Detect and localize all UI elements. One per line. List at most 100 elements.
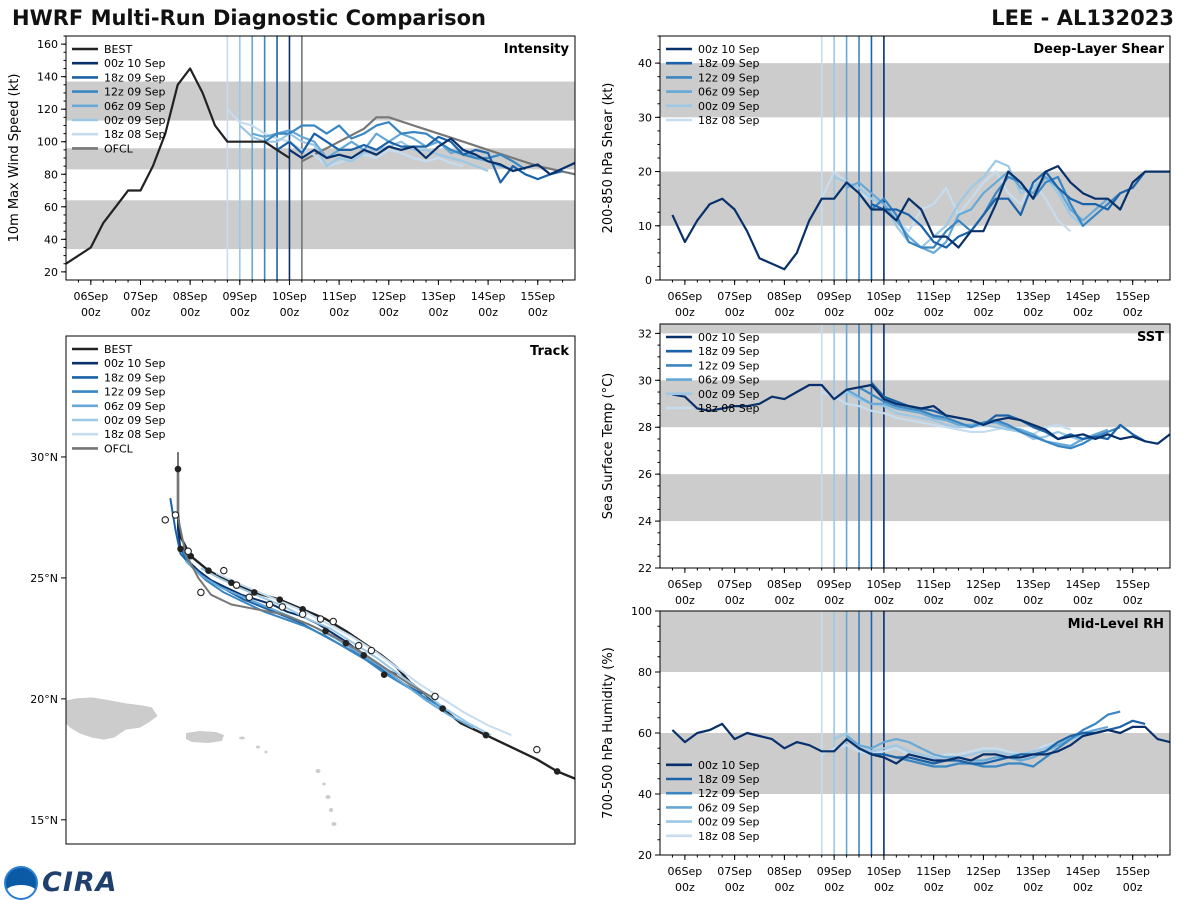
legend-label: 00z 09 Sep — [698, 388, 760, 401]
panel-rh: 20 40 60 80 100 06Sep 00z 07Sep 00z 08Sep 00z 09Sep… — [601, 605, 1171, 894]
forecast-track-point — [354, 641, 363, 650]
lat-tick-label: 20°N — [30, 693, 58, 706]
threshold-band — [660, 63, 1170, 118]
x-tick-day-label: 06Sep — [668, 290, 703, 303]
forecast-track-point — [431, 692, 439, 701]
x-tick-day-label: 06Sep — [73, 290, 108, 303]
series-line-06z-09-sep — [845, 725, 1109, 762]
legend-label: 00z 09 Sep — [104, 114, 166, 127]
forecast-track-point — [161, 516, 170, 524]
x-tick-hour-label: 00z — [528, 306, 548, 319]
x-tick-hour-label: 00z — [924, 306, 944, 319]
x-tick-hour-label: 00z — [1073, 306, 1093, 319]
y-tick-label: 20 — [44, 266, 58, 279]
y-axis-label: 200-850 hPa Shear (kt) — [601, 83, 616, 234]
panel-intensity: 20 40 60 80 100 120 140 160 06Sep 00z 07Sep 00z 08Se… — [7, 35, 576, 319]
island-land — [239, 736, 245, 740]
x-tick-day-label: 07Sep — [717, 290, 752, 303]
threshold-band — [66, 81, 575, 121]
storm-id-title: LEE - AL132023 — [991, 6, 1174, 30]
x-tick-day-label: 08Sep — [767, 290, 802, 303]
series-line-18z-09-sep — [871, 170, 1146, 249]
threshold-band — [660, 611, 1170, 672]
legend-label: 18z 09 Sep — [104, 71, 166, 84]
puerto-rico-land — [186, 731, 224, 743]
forecast-track-point — [533, 745, 541, 754]
forecast-track-point — [232, 581, 241, 589]
x-tick-hour-label: 00z — [1073, 594, 1093, 607]
x-tick-day-label: 09Sep — [817, 865, 852, 878]
series-line-00z-10-sep — [671, 722, 1170, 765]
y-axis-label: Sea Surface Temp (°C) — [601, 373, 616, 520]
lat-tick-label: 15°N — [30, 814, 58, 827]
x-tick-hour-label: 00z — [1023, 306, 1043, 319]
x-tick-day-label: 10Sep — [272, 290, 307, 303]
best-track-point — [251, 589, 258, 596]
legend-label: 00z 09 Sep — [698, 100, 760, 113]
forecast-track-point — [298, 610, 307, 618]
panel-title: Mid-Level RH — [1068, 617, 1164, 632]
series-line-00z-10-sep — [672, 383, 1170, 445]
legend-label: 12z 09 Sep — [104, 86, 166, 99]
track-line-best — [176, 466, 575, 780]
x-tick-day-label: 13Sep — [421, 290, 456, 303]
y-tick-label: 100 — [631, 605, 652, 618]
forecast-track-point — [184, 547, 192, 556]
threshold-band — [66, 200, 575, 250]
x-tick-day-label: 11Sep — [916, 290, 951, 303]
y-tick-label: 24 — [638, 515, 652, 528]
legend-label: 06z 09 Sep — [698, 801, 760, 814]
x-tick-hour-label: 00z — [974, 594, 994, 607]
legend-label: 18z 09 Sep — [698, 773, 760, 786]
panel-title: Intensity — [504, 42, 570, 57]
best-track-point — [380, 671, 388, 678]
x-tick-day-label: 08Sep — [173, 290, 208, 303]
legend-label: 00z 10 Sep — [698, 759, 760, 772]
x-tick-hour-label: 00z — [81, 306, 101, 319]
x-tick-hour-label: 00z — [1123, 306, 1143, 319]
y-tick-label: 30 — [638, 111, 652, 124]
x-tick-hour-label: 00z — [774, 881, 794, 894]
threshold-band — [660, 733, 1170, 794]
y-axis-label: 700-500 hPa Humidity (%) — [601, 647, 616, 819]
legend-label: 00z 10 Sep — [698, 331, 760, 344]
series-line-best — [66, 67, 291, 265]
island-land — [264, 750, 268, 754]
x-tick-hour-label: 00z — [725, 881, 745, 894]
plot-frame — [659, 323, 1171, 569]
x-tick-hour-label: 00z — [1073, 881, 1093, 894]
y-tick-label: 120 — [37, 103, 58, 116]
y-tick-label: 30 — [638, 374, 652, 387]
panel-title: SST — [1137, 330, 1164, 345]
island-land — [315, 769, 321, 773]
x-tick-day-label: 12Sep — [966, 290, 1001, 303]
x-tick-hour-label: 00z — [924, 881, 944, 894]
x-tick-day-label: 10Sep — [867, 578, 902, 591]
legend-label: 00z 10 Sep — [104, 357, 166, 370]
x-tick-hour-label: 00z — [379, 306, 399, 319]
forecast-track-point — [316, 615, 325, 623]
series-line-06z-09-sep — [846, 170, 1109, 254]
x-tick-day-label: 15Sep — [520, 290, 555, 303]
x-tick-day-label: 11Sep — [916, 578, 951, 591]
legend-label: 00z 10 Sep — [698, 43, 760, 56]
figure-title: HWRF Multi-Run Diagnostic Comparison — [12, 6, 487, 30]
x-tick-hour-label: 00z — [429, 306, 449, 319]
legend-label: OFCL — [104, 442, 134, 455]
hispaniola-land — [66, 696, 159, 741]
x-tick-day-label: 08Sep — [767, 578, 802, 591]
x-tick-day-label: 13Sep — [1016, 290, 1051, 303]
panel-title: Track — [530, 344, 569, 359]
legend-label: 06z 09 Sep — [104, 400, 166, 413]
legend-label: 18z 09 Sep — [104, 371, 166, 384]
x-tick-day-label: 12Sep — [966, 865, 1001, 878]
logo-bar: CIRA — [4, 866, 118, 900]
threshold-band — [660, 474, 1170, 522]
x-tick-day-label: 13Sep — [1016, 578, 1051, 591]
best-track-point — [322, 627, 329, 635]
y-tick-label: 10 — [638, 220, 652, 233]
